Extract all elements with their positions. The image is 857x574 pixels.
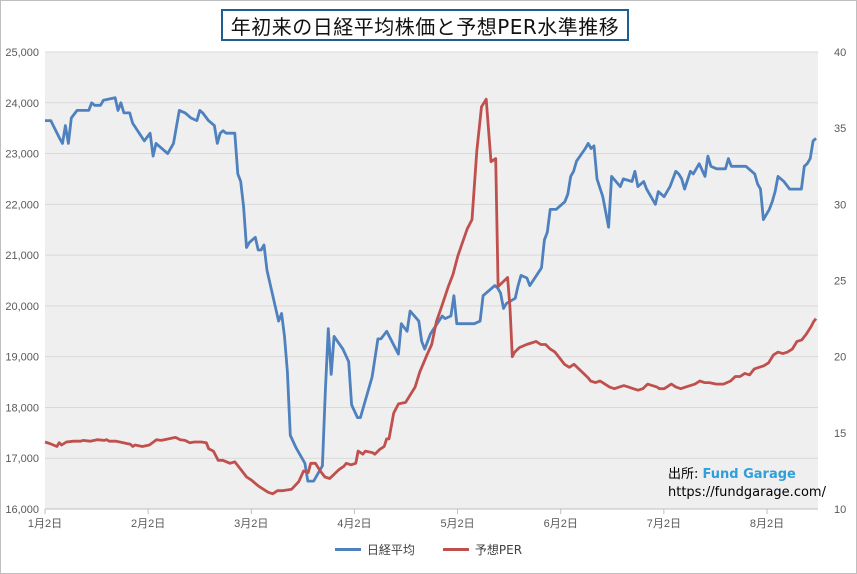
- left-axis-ticks: 16,000 17,000 18,000 19,000 20,000 21,000 22,0…: [5, 47, 39, 516]
- y-right-tick-label: 15: [834, 428, 846, 440]
- y-right-tick-label: 25: [834, 276, 846, 288]
- gridlines: [45, 51, 818, 510]
- y-left-tick-label: 20,000: [5, 301, 39, 313]
- y-left-tick-label: 25,000: [5, 47, 39, 59]
- legend-swatch-per: [442, 548, 469, 551]
- legend-label-per: 予想PER: [474, 543, 523, 557]
- x-tick-label: 8月2日: [750, 518, 784, 530]
- legend-swatch-nikkei: [334, 548, 361, 551]
- series-line-per: [44, 97, 818, 496]
- x-axis-ticks: 1月2日 2月2日 3月2日 4月2日 5月2日 6月2日 7月2日 8月2日: [28, 509, 784, 530]
- right-axis-ticks: 10 15 20 25 30 35 40: [834, 47, 846, 516]
- chart-title: 年初来の日経平均株価と予想PER水準推移: [221, 9, 629, 41]
- legend-item-nikkei: 日経平均: [334, 541, 415, 558]
- y-left-tick-label: 18,000: [5, 402, 39, 414]
- x-tick-label: 5月2日: [440, 518, 474, 530]
- series-line-nikkei: [45, 96, 817, 483]
- x-tick-label: 7月2日: [647, 518, 681, 530]
- y-left-tick-label: 19,000: [5, 352, 39, 364]
- y-right-tick-label: 35: [834, 123, 846, 135]
- y-left-tick-label: 17,000: [5, 453, 39, 465]
- legend-label-nikkei: 日経平均: [366, 543, 415, 557]
- source-note: 出所: Fund Garage https://fundgarage.com/: [668, 466, 826, 502]
- y-right-tick-label: 40: [834, 47, 846, 59]
- x-tick-label: 1月2日: [28, 518, 62, 530]
- y-left-tick-label: 23,000: [5, 149, 39, 161]
- legend-item-per: 予想PER: [442, 541, 523, 558]
- source-label: 出所:: [668, 467, 699, 482]
- y-right-tick-label: 20: [834, 352, 846, 364]
- y-left-tick-label: 21,000: [5, 250, 39, 262]
- y-right-tick-label: 30: [834, 199, 846, 211]
- x-tick-label: 4月2日: [337, 518, 371, 530]
- plot-area: [45, 52, 818, 509]
- y-right-tick-label: 10: [834, 504, 846, 516]
- y-left-tick-label: 16,000: [5, 504, 39, 516]
- x-tick-label: 6月2日: [544, 518, 578, 530]
- x-tick-label: 2月2日: [131, 518, 165, 530]
- source-url: https://fundgarage.com/: [668, 485, 826, 500]
- legend: 日経平均 予想PER: [0, 541, 857, 558]
- y-left-tick-label: 24,000: [5, 98, 39, 110]
- series-layer: [44, 96, 818, 496]
- x-tick-label: 3月2日: [234, 518, 268, 530]
- y-left-tick-label: 22,000: [5, 199, 39, 211]
- source-brand: Fund Garage: [702, 467, 796, 482]
